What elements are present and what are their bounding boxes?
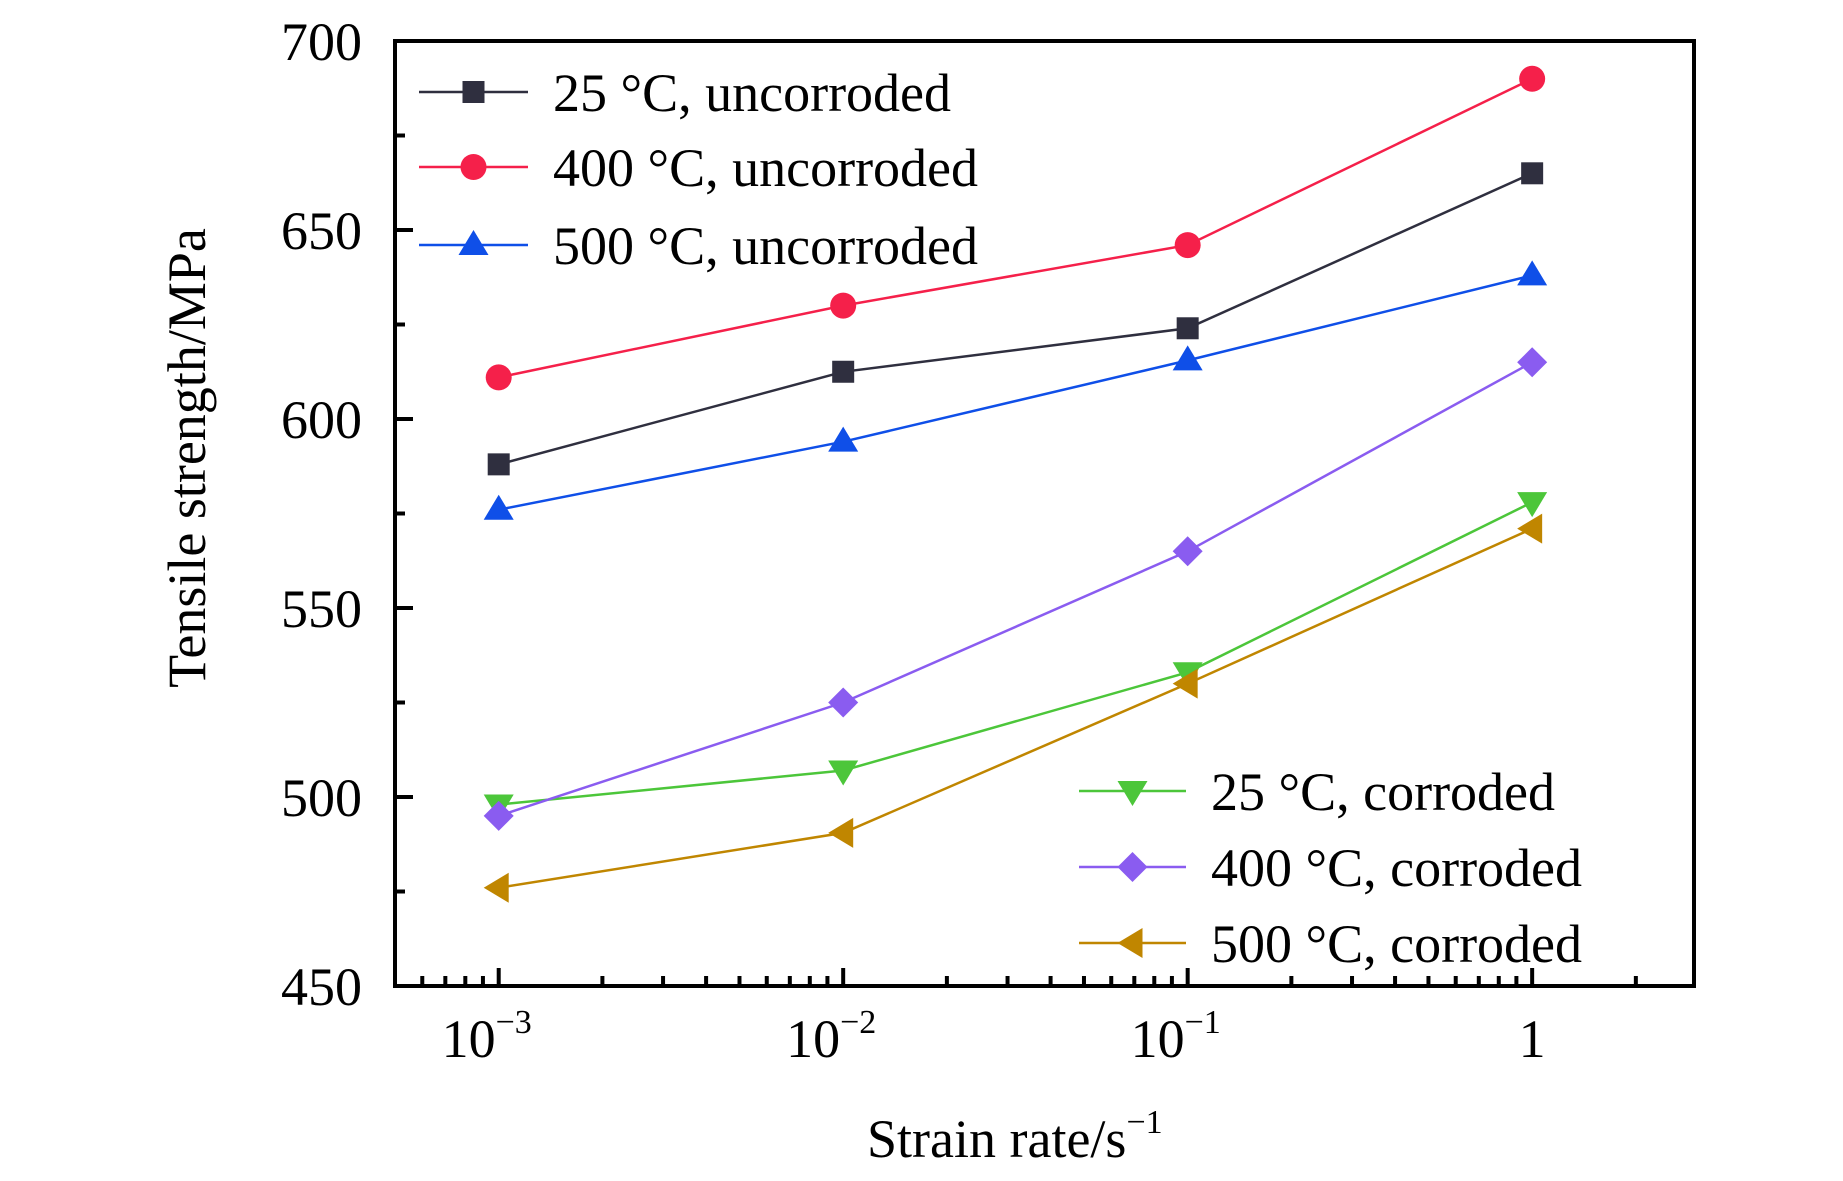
legend-item-5: 500 °C, corroded bbox=[1079, 914, 1582, 974]
data-point-s2-p3 bbox=[1517, 260, 1548, 286]
legend-item-0: 25 °C, uncorroded bbox=[419, 63, 951, 123]
data-point-s1-p3 bbox=[1519, 65, 1546, 92]
data-point-s0-p1 bbox=[832, 360, 855, 383]
y-tick-label: 550 bbox=[281, 579, 362, 639]
legend-label: 25 °C, uncorroded bbox=[553, 63, 951, 123]
data-point-s5-p0 bbox=[483, 872, 509, 903]
x-tick-label: 10−1 bbox=[1131, 1004, 1221, 1069]
legend-marker-triangle-up-icon bbox=[458, 230, 489, 255]
data-point-s0-p2 bbox=[1176, 317, 1199, 340]
legend-item-3: 25 °C, corroded bbox=[1079, 762, 1555, 822]
data-point-s3-p1 bbox=[828, 760, 859, 786]
x-tick-label: 1 bbox=[1519, 1009, 1546, 1069]
x-tick-label-base: 10 bbox=[1131, 1009, 1185, 1069]
series-line-1 bbox=[498, 77, 1533, 379]
x-tick-label-exponent: −2 bbox=[840, 1004, 876, 1041]
series-line-0 bbox=[498, 172, 1533, 466]
data-point-s0-p0 bbox=[487, 453, 510, 476]
x-tick-label-exponent: −1 bbox=[1185, 1004, 1221, 1041]
data-point-s5-p2 bbox=[1172, 668, 1198, 699]
series-line-5 bbox=[498, 527, 1533, 889]
data-point-s1-p2 bbox=[1174, 232, 1201, 259]
data-point-s4-p3 bbox=[1517, 347, 1548, 378]
legend-label: 500 °C, corroded bbox=[1211, 914, 1582, 974]
x-axis-title-base: Strain rate/s bbox=[867, 1109, 1126, 1169]
legend-item-4: 400 °C, corroded bbox=[1079, 838, 1582, 898]
series-line-3 bbox=[498, 501, 1533, 806]
data-point-s4-p0 bbox=[483, 800, 514, 831]
data-point-s2-p1 bbox=[828, 426, 859, 452]
y-tick-label: 600 bbox=[281, 390, 362, 450]
data-point-s4-p2 bbox=[1172, 536, 1203, 567]
legend-item-2: 500 °C, uncorroded bbox=[419, 216, 978, 276]
x-tick-label-exponent: −3 bbox=[496, 1004, 532, 1041]
y-tick-label: 450 bbox=[281, 957, 362, 1017]
legend-label: 25 °C, corroded bbox=[1211, 762, 1555, 822]
legend-item-1: 400 °C, uncorroded bbox=[419, 138, 978, 198]
data-point-s2-p0 bbox=[483, 494, 514, 520]
y-tick-label: 500 bbox=[281, 768, 362, 828]
data-point-s4-p1 bbox=[828, 687, 859, 718]
legend-marker-square-icon bbox=[462, 81, 485, 103]
x-axis-title-exponent: −1 bbox=[1126, 1104, 1162, 1141]
legend-label: 500 °C, uncorroded bbox=[553, 216, 978, 276]
data-point-s0-p3 bbox=[1521, 162, 1544, 185]
x-axis-title: Strain rate/s−1 bbox=[867, 1104, 1163, 1169]
x-tick-label-base: 10 bbox=[442, 1009, 496, 1069]
x-tick-label: 10−2 bbox=[786, 1004, 876, 1069]
x-tick-label-base: 1 bbox=[1519, 1009, 1546, 1069]
y-axis-title: Tensile strength/MPa bbox=[157, 228, 217, 688]
legend-marker-circle-icon bbox=[460, 154, 487, 180]
series-line-4 bbox=[498, 361, 1533, 818]
x-tick-label: 10−3 bbox=[442, 1004, 532, 1069]
legend-label: 400 °C, uncorroded bbox=[553, 138, 978, 198]
y-tick-label: 650 bbox=[281, 201, 362, 261]
series-lines bbox=[498, 77, 1533, 889]
legend-marker-triangle-down-icon bbox=[1117, 781, 1148, 806]
data-point-s1-p1 bbox=[830, 292, 857, 319]
legend-label: 400 °C, corroded bbox=[1211, 838, 1582, 898]
data-point-s5-p3 bbox=[1517, 513, 1543, 544]
data-point-s1-p0 bbox=[485, 364, 512, 391]
legend-marker-diamond-icon bbox=[1117, 852, 1148, 882]
y-tick-label: 700 bbox=[281, 12, 362, 72]
series-line-2 bbox=[498, 274, 1533, 511]
data-point-s3-p3 bbox=[1517, 492, 1548, 518]
data-point-s5-p1 bbox=[828, 817, 854, 848]
data-point-s2-p2 bbox=[1172, 345, 1203, 371]
legend: 25 °C, uncorroded 400 °C, uncorroded 500 °… bbox=[419, 63, 1582, 974]
legend-marker-triangle-left-icon bbox=[1117, 928, 1143, 958]
x-tick-label-base: 10 bbox=[786, 1009, 840, 1069]
series-markers bbox=[483, 65, 1548, 903]
